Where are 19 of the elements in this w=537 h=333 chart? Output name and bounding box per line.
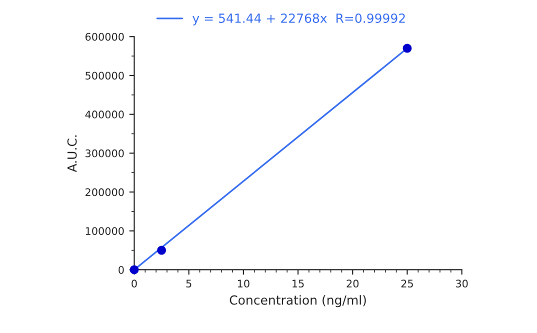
x-tick-label: 25: [401, 280, 413, 288]
legend-label: y = 541.44 + 22768x R=0.99992: [192, 14, 405, 26]
y-tick-label: 100000: [86, 227, 124, 235]
x-axis-title: Concentration (ng/ml): [230, 295, 366, 308]
y-tick-label: 500000: [86, 72, 124, 80]
x-tick-label: 30: [456, 280, 468, 288]
x-tick-label: 10: [238, 280, 250, 288]
y-tick-label: 0: [118, 266, 124, 274]
y-tick-label: 300000: [86, 149, 124, 158]
x-tick-label: 15: [292, 280, 304, 288]
y-axis-title: A.U.C.: [67, 135, 77, 172]
y-tick-label: 600000: [85, 32, 124, 41]
y-tick-label: 200000: [86, 188, 124, 196]
y-tick-label: 400000: [85, 110, 124, 118]
x-tick-label: 20: [346, 280, 359, 288]
x-tick-label: 5: [186, 280, 192, 288]
point: [157, 246, 166, 255]
point: [402, 44, 412, 53]
x-tick-label: 0: [132, 280, 137, 288]
